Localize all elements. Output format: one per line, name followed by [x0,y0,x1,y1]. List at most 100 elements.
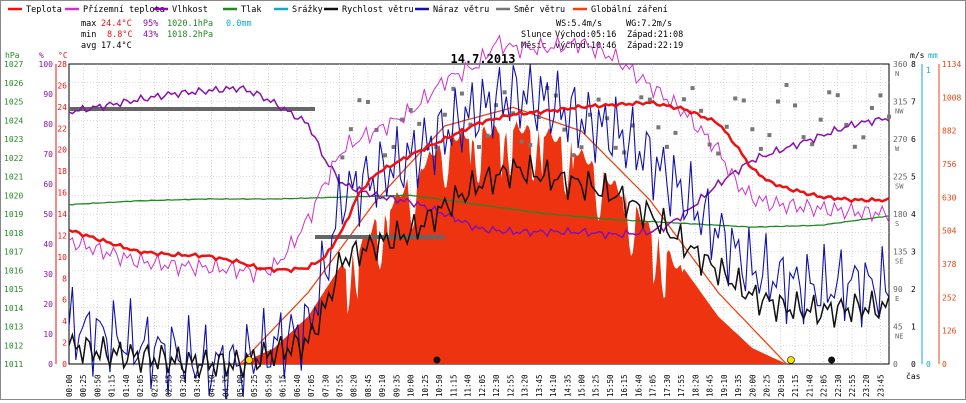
wind-dir-label: NE [895,333,903,341]
stat-avg-temp: 17.4°C [101,41,132,51]
wind-direction-point [887,114,891,119]
wind-wg: WG:7.2m/s [626,19,672,29]
time-tick: 08:45 [364,374,373,397]
legend-label: Teplota [26,5,62,15]
wind-direction-point [724,124,729,129]
moon-marker [433,356,441,364]
pressure-tick: 1020 [4,191,23,200]
wind-direction-point [391,144,396,149]
stat-avg-label: avg [81,41,96,51]
pressure-tick: 1026 [4,79,23,88]
wind-direction-point [673,130,678,135]
wind-direction-point [664,144,669,149]
wind-direction-point [647,97,652,102]
temperature-tick: 8 [62,274,67,283]
temperature-tick: 22 [57,124,67,133]
time-tick: 00:50 [93,374,102,397]
wind-dir-tick: 0 [893,360,898,369]
wind-direction-point [468,122,473,127]
wind-direction-point [459,91,464,96]
stat-max-hum: 95% [143,19,158,29]
temperature-tick: 0 [62,360,67,369]
wind-direction-point [596,97,601,102]
wind-speed-tick: 4 [911,210,916,219]
wind-direction-point [408,108,413,113]
time-tick: 04:35 [222,374,231,397]
pressure-tick: 1019 [4,210,23,219]
time-tick: 02:55 [165,374,174,397]
wind-direction-point [374,127,379,132]
wind-direction-point [810,142,815,147]
wind-direction-point [784,82,789,87]
humidity-tick: 50 [43,210,53,219]
time-tick: 14:10 [549,374,558,397]
series-clear-sky-radiation [239,106,787,365]
stat-max-rain: 0.0mm [226,19,252,29]
pressure-tick: 1023 [4,135,23,144]
wind-direction-point [818,117,823,122]
pressure-tick: 1016 [4,266,23,275]
wind-direction-point [835,93,840,98]
time-tick: 22:55 [848,374,857,397]
wind-direction-point [485,133,490,138]
humidity-tick: 70 [43,150,53,159]
pressure-tick: 1025 [4,98,23,107]
humidity-tick: 0 [48,360,53,369]
plot-area: hPa% °C1011101210131014101510161017101810… [4,34,961,403]
humidity-axis-unit: % [39,51,44,60]
temperature-tick: 10 [57,253,67,262]
legend: Teplota Přízemní teplota Vlhkost Tlak Srážky… [8,5,668,15]
wind-direction-point [690,86,695,91]
wind-speed-tick: 0 [911,360,916,369]
temperature-tick: 2 [62,339,67,348]
wind-dir-tick: 360 [893,60,908,69]
wind-direction-point [562,127,567,132]
time-tick: 13:20 [521,374,530,397]
humidity-tick: 100 [39,60,54,69]
temperature-tick: 12 [57,231,67,240]
time-tick: 11:15 [449,374,458,397]
wind-direction-point [519,139,524,144]
wind-direction-point [340,155,345,160]
wind-speed-axis-unit: m/s [910,51,925,60]
wind-direction-point [605,116,610,121]
sun-set: Západ:21:08 [627,30,683,40]
wind-dir-tick: 270 [893,135,908,144]
wind-direction-point [861,135,866,140]
time-tick: 21:15 [791,374,800,397]
temperature-tick: 4 [62,317,67,326]
legend-label: Rychlost větru [342,5,414,15]
time-tick: 18:20 [691,374,700,397]
series-wind-gust [68,64,890,403]
time-tick: 19:35 [734,374,743,397]
wind-speed-tick: 3 [911,248,916,257]
time-tick: 12:55 [506,374,515,397]
humidity-tick: 30 [43,270,53,279]
pressure-tick: 1022 [4,154,23,163]
wind-direction-point [682,97,686,102]
wind-direction-point [528,143,533,148]
wind-speed-tick: 2 [911,285,916,294]
wind-direction-point [878,93,883,98]
wind-direction-point [733,96,738,101]
moon-label: Měsíc [521,41,547,51]
time-tick: 03:45 [193,374,202,397]
temperature-tick: 6 [62,296,67,305]
time-tick: 22:05 [820,374,829,397]
pressure-tick: 1018 [4,229,23,238]
radiation-tick: 252 [942,293,957,302]
pressure-tick: 1012 [4,341,23,350]
radiation-tick: 1008 [942,93,961,102]
wind-direction-point [758,146,763,151]
wind-direction-point [536,115,541,120]
temperature-tick: 16 [57,189,67,198]
time-tick: 15:50 [606,374,615,397]
humidity-tick: 60 [43,180,53,189]
wind-direction-point [502,90,507,95]
series-wind-speed [68,154,890,378]
temperature-tick: 24 [57,103,67,112]
wind-direction-point [579,145,584,150]
pressure-tick: 1017 [4,248,23,257]
pressure-tick: 1011 [4,360,23,369]
